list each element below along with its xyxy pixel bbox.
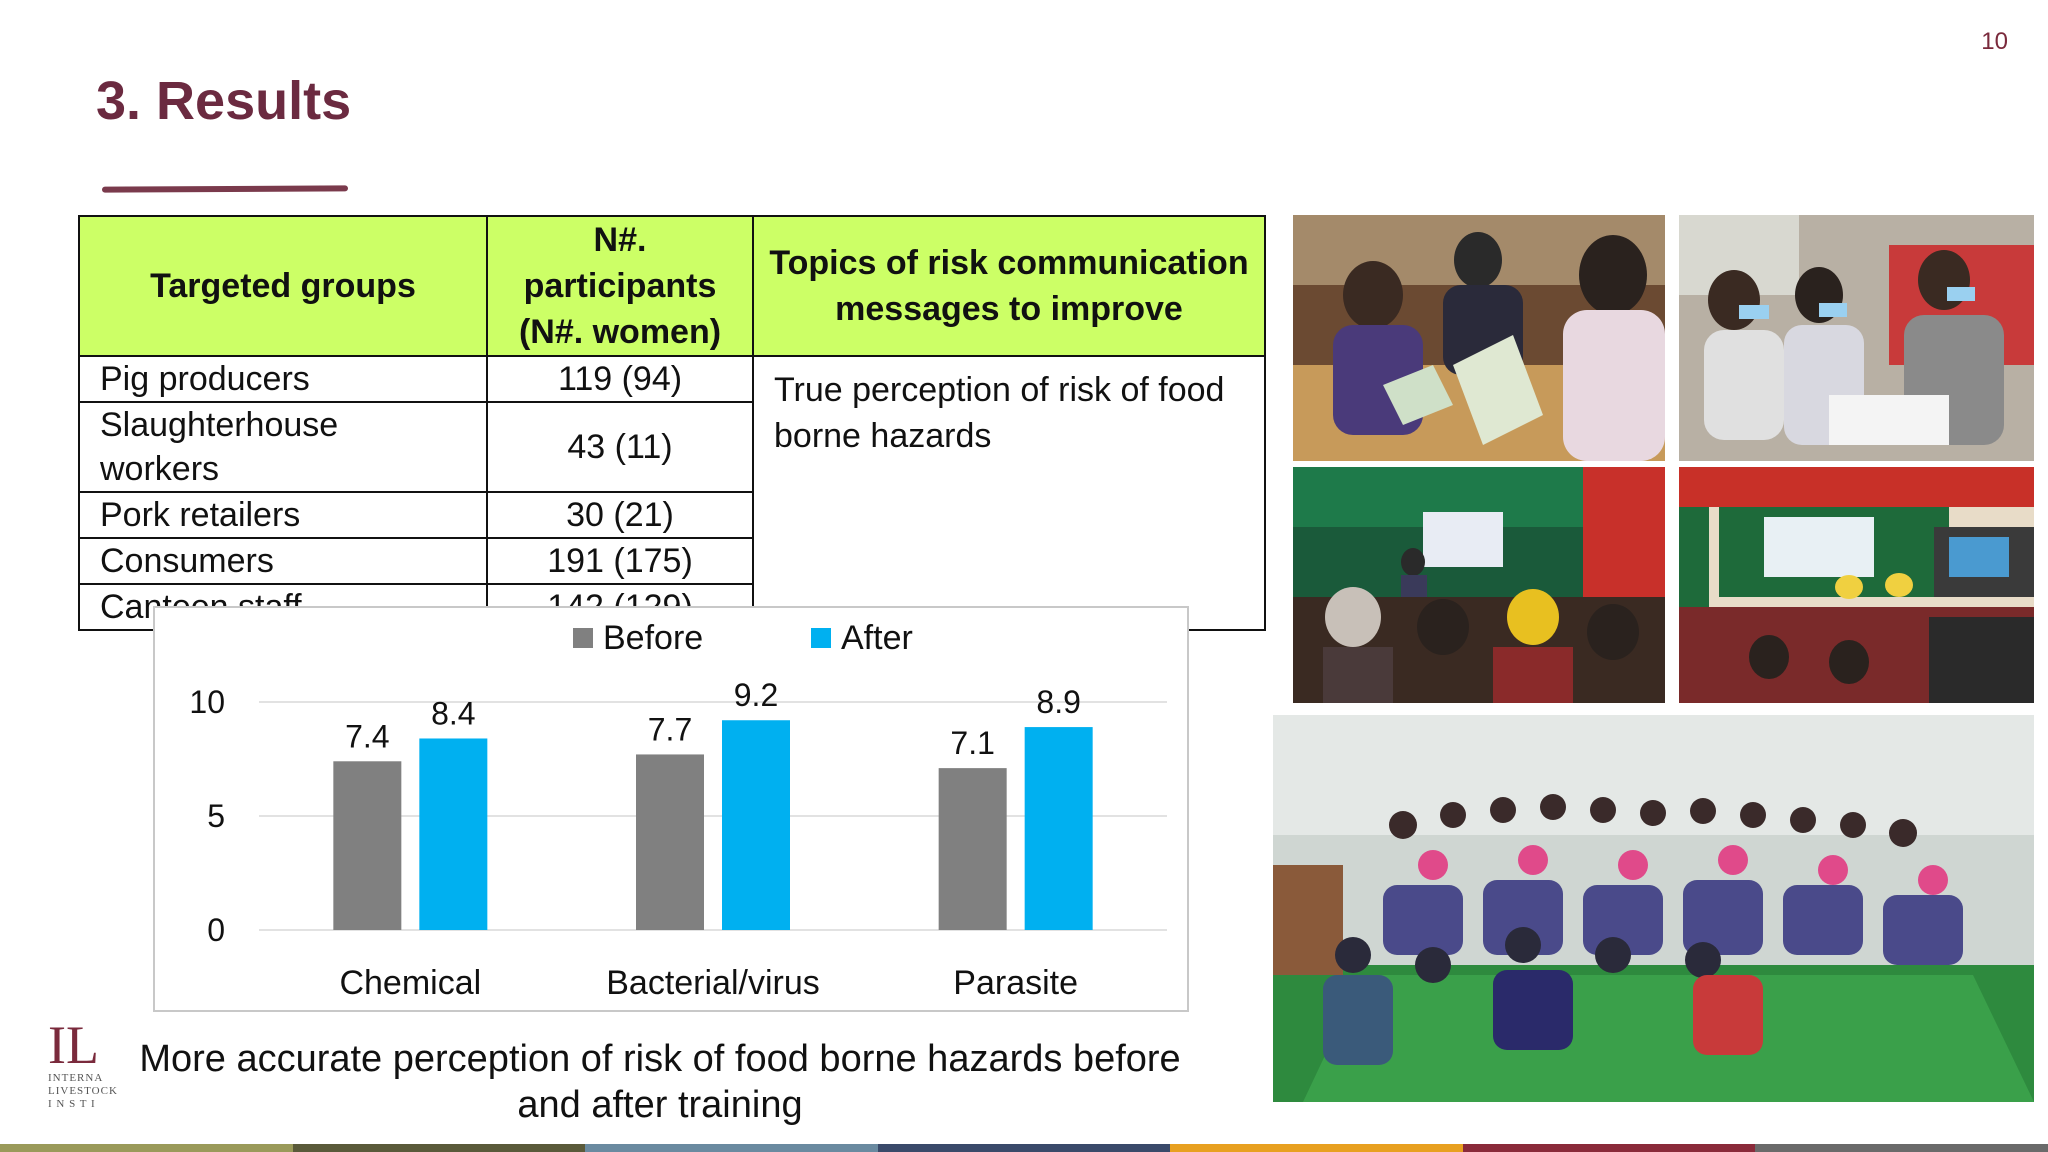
logo-line: INTERNA: [48, 1072, 104, 1084]
color-segment: [1755, 1144, 2048, 1152]
category-label: Chemical: [339, 964, 481, 1002]
logo-mark: IL: [48, 1015, 99, 1075]
photo-group-photo: [1273, 715, 2034, 1102]
header-targeted-groups: Targeted groups: [78, 215, 488, 357]
table-row: Slaughterhouse workers 43 (11): [78, 401, 1265, 493]
group-cell: Pig producers: [78, 355, 488, 403]
bottom-color-bar: [0, 1144, 2048, 1152]
color-segment: [1462, 1144, 1756, 1152]
group-cell: Pork retailers: [78, 491, 488, 539]
data-label: 7.7: [648, 711, 692, 747]
group-cell: Consumers: [78, 537, 488, 585]
bar: [333, 761, 402, 930]
color-segment: [585, 1144, 878, 1152]
y-tick-label: 5: [207, 798, 225, 834]
category-label: Bacterial/virus: [606, 964, 820, 1002]
bar: [938, 768, 1007, 930]
title-underline: [101, 185, 349, 193]
legend-swatch: [811, 628, 831, 648]
logo-line: LIVESTOCK: [48, 1085, 118, 1097]
table-header-row: Targeted groups N#. participants (N#. wo…: [78, 215, 1266, 357]
y-tick-label: 10: [189, 684, 225, 720]
participants-cell: 119 (94): [486, 355, 754, 403]
slide-title: 3. Results: [96, 71, 352, 131]
bar-chart: 0 5 10 Before After 7.4 8.4 Chemical 7.7 9.2 Bacte…: [153, 606, 1189, 1012]
table-row: Consumers 191 (175): [78, 537, 1265, 585]
data-label: 9.2: [734, 677, 778, 713]
ilri-logo: IL INTERNA LIVESTOCK I N S T I: [48, 1018, 118, 1111]
participants-cell: 191 (175): [486, 537, 754, 585]
logo-line: I N S T I: [48, 1098, 96, 1110]
bar: [722, 720, 790, 930]
table-row: Pig producers 119 (94) True perception o…: [78, 355, 1266, 631]
topic-cell: True perception of risk of food borne ha…: [752, 355, 1266, 631]
table-row: Pork retailers 30 (21): [78, 491, 1265, 539]
data-label: 8.9: [1036, 684, 1080, 720]
page-number: 10: [1981, 28, 2008, 55]
legend-label: After: [841, 619, 913, 657]
results-table: Targeted groups N#. participants (N#. wo…: [78, 215, 1266, 631]
bar: [419, 738, 488, 930]
participants-cell: 30 (21): [486, 491, 754, 539]
bar: [636, 754, 704, 930]
bar: [1024, 727, 1093, 930]
category-label: Parasite: [953, 964, 1078, 1002]
legend-swatch: [573, 628, 593, 648]
data-label: 8.4: [431, 695, 475, 731]
group-cell: Slaughterhouse workers: [78, 401, 488, 493]
participants-cell: 43 (11): [486, 401, 754, 493]
color-segment: [877, 1144, 1171, 1152]
color-segment: [1170, 1144, 1463, 1152]
bar-chart-svg: 0 5 10 Before After 7.4 8.4 Chemical 7.7 9.2 Bacte…: [189, 619, 1167, 1002]
color-segment: [0, 1144, 293, 1152]
header-participants: N#. participants (N#. women): [486, 215, 754, 357]
header-topics: Topics of risk communication messages to…: [752, 215, 1266, 357]
color-segment: [292, 1144, 586, 1152]
data-label: 7.1: [950, 725, 994, 761]
photo-stage-hall: [1679, 467, 2034, 703]
y-tick-label: 0: [207, 912, 225, 948]
legend-label: Before: [603, 619, 703, 657]
data-label: 7.4: [345, 718, 389, 754]
photo-masked-participants: [1679, 215, 2034, 461]
photo-workshop-reading: [1293, 215, 1665, 461]
photo-presentation-hall: [1293, 467, 1665, 703]
slide-caption: More accurate perception of risk of food…: [139, 1038, 1181, 1126]
